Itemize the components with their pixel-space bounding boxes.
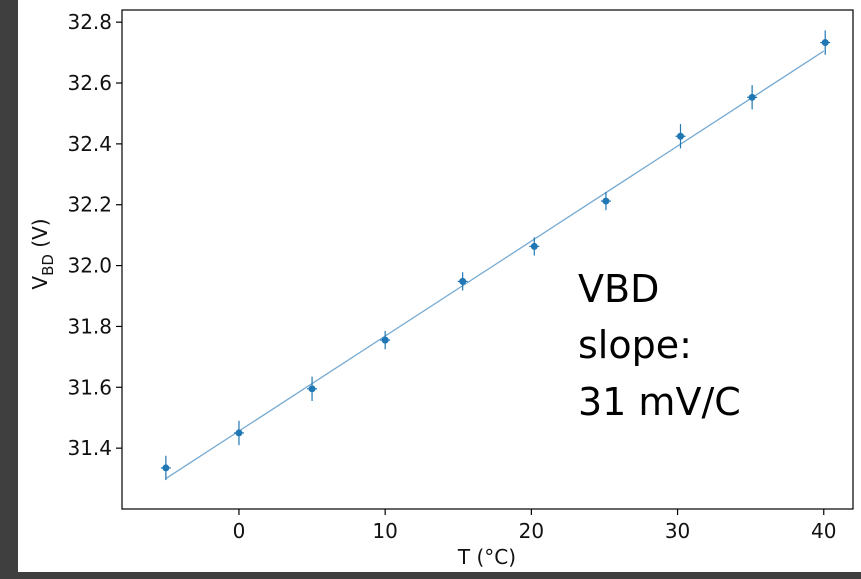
fit-line-group	[165, 50, 825, 480]
data-point	[676, 132, 684, 140]
x-tick-label: 30	[665, 519, 690, 543]
y-tick-label: 32.2	[67, 193, 112, 217]
data-point	[821, 39, 829, 47]
left-border	[0, 0, 18, 579]
x-axis: 0 10 20 30 40	[233, 509, 836, 543]
x-tick-label: 0	[233, 519, 246, 543]
y-tick-label: 31.4	[67, 436, 112, 460]
data-point	[459, 277, 467, 285]
x-axis-title: T (°C)	[457, 545, 516, 569]
y-tick-label: 32.0	[67, 254, 112, 278]
data-point	[602, 197, 610, 205]
data-point	[235, 429, 243, 437]
x-tick-label: 10	[372, 519, 397, 543]
plot-panel	[18, 0, 861, 572]
annotation-line-2: slope:	[578, 323, 692, 367]
bottom-border	[0, 572, 861, 579]
data-point	[748, 93, 756, 101]
y-tick-label: 32.4	[67, 132, 112, 156]
x-tick-label: 40	[811, 519, 836, 543]
y-tick-label: 32.8	[67, 10, 112, 34]
y-tick-label: 32.6	[67, 71, 112, 95]
fit-line	[165, 50, 825, 480]
data-points	[160, 30, 831, 481]
annotation-line-1: VBD	[578, 267, 659, 311]
y-axis-title-main: V	[28, 276, 52, 290]
y-tick-label: 31.8	[67, 314, 112, 338]
annotation-line-3: 31 mV/C	[578, 380, 741, 424]
data-point	[162, 464, 170, 472]
plot-frame	[121, 9, 854, 510]
x-tick-label: 20	[519, 519, 544, 543]
data-point	[308, 385, 316, 393]
y-axis: 31.4 31.6 31.8 32.0 32.2 32.4 32.6 32.8	[67, 10, 122, 460]
y-tick-label: 31.6	[67, 375, 112, 399]
y-axis-title-sub: BD	[39, 254, 57, 276]
data-point	[381, 336, 389, 344]
data-point	[530, 242, 538, 250]
y-axis-title: VBD (V)	[28, 218, 57, 289]
y-axis-title-unit: (V)	[28, 218, 52, 254]
